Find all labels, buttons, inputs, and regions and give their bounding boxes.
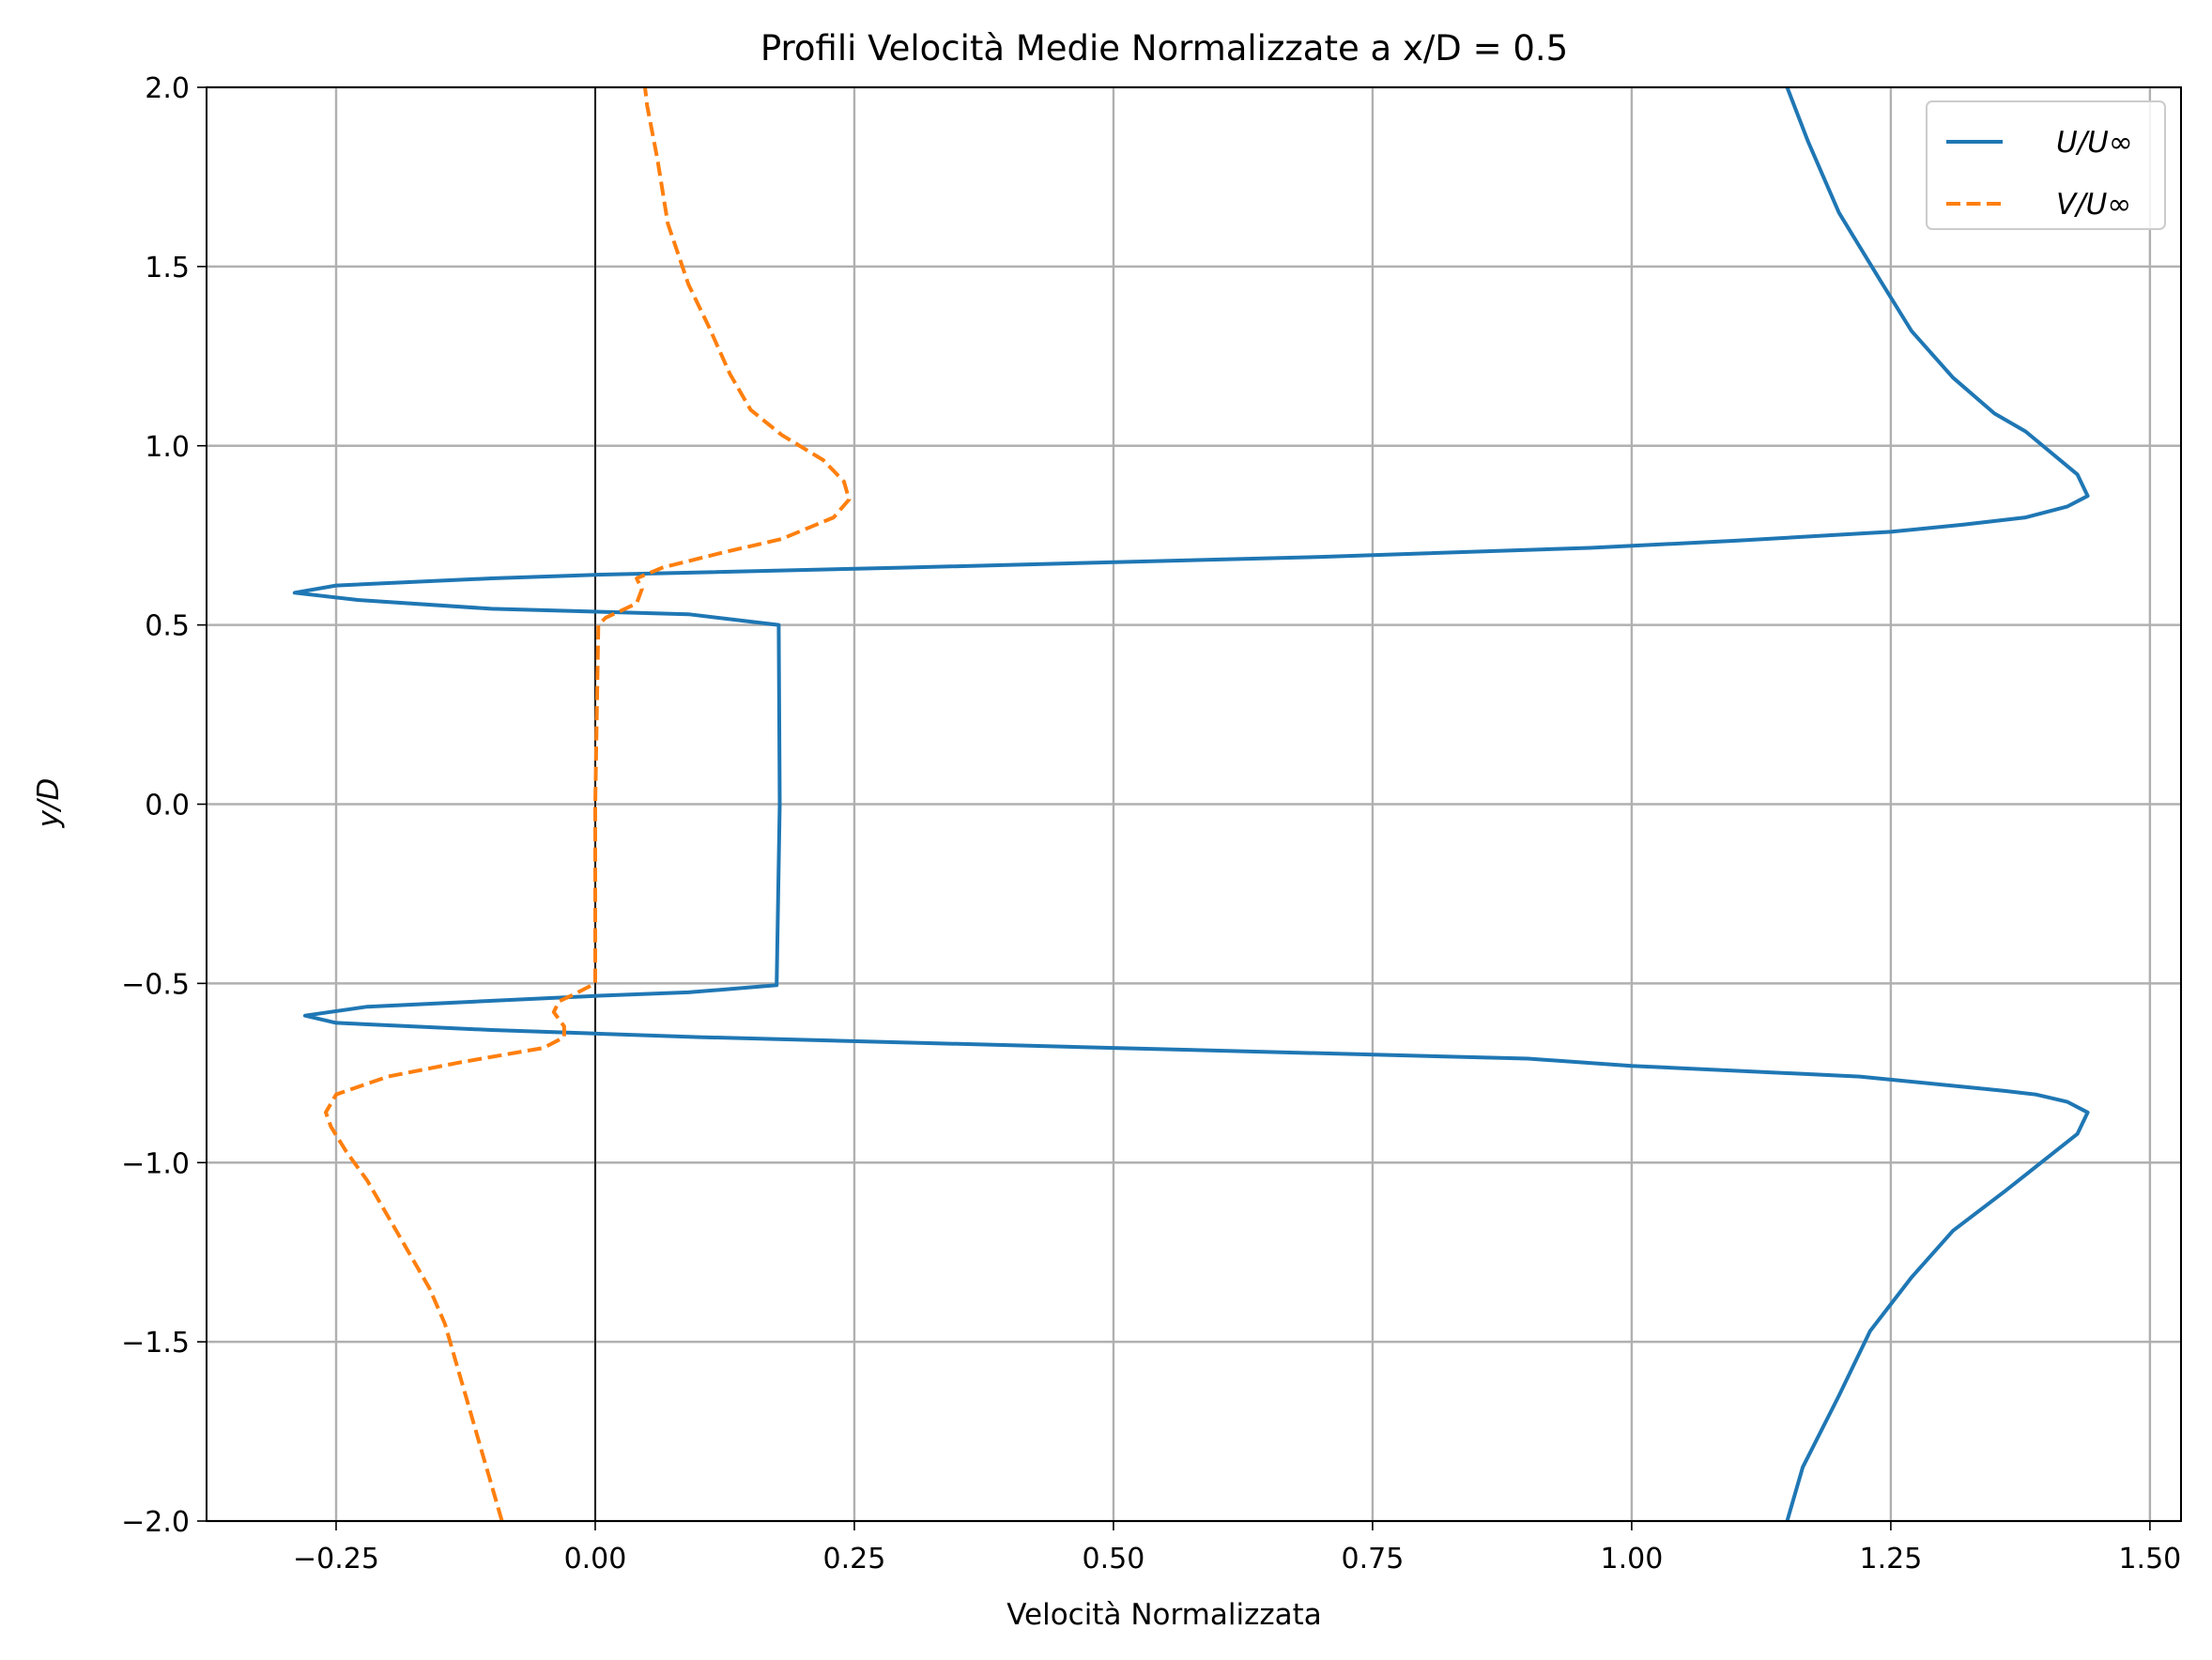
legend-label-2: V/U∞ [2056, 188, 2131, 222]
y-tick-label: 0.0 [145, 790, 190, 822]
y-tick-label: −2.0 [121, 1506, 190, 1539]
ticks-layer: −0.25 0.00 0.25 0.50 0.75 1.00 1.25 1.50 −2.0 −1.… [121, 72, 2181, 1575]
chart-title: Profili Velocità Medie Normalizzate a x/… [760, 28, 1568, 69]
x-tick-label: −0.25 [293, 1543, 379, 1575]
legend-label-1: U/U∞ [2056, 126, 2133, 160]
x-tick-label: 0.75 [1342, 1543, 1405, 1575]
x-tick-label: 0.50 [1083, 1543, 1145, 1575]
legend-box [1926, 100, 2166, 230]
legend: U/U∞ V/U∞ [1926, 100, 2166, 230]
series-layer [292, 86, 2090, 1522]
x-tick-label: 1.50 [2118, 1543, 2181, 1575]
x-tick-label: 0.25 [823, 1543, 886, 1575]
y-tick-label: 0.5 [145, 610, 190, 643]
y-axis-label: y/D [32, 778, 66, 829]
y-tick-label: −1.5 [121, 1327, 190, 1360]
y-tick-label: −0.5 [121, 968, 190, 1001]
y-tick-label: −1.0 [121, 1147, 190, 1180]
x-tick-label: 0.00 [564, 1543, 627, 1575]
y-tick-label: 1.0 [145, 431, 190, 464]
grid-layer [207, 85, 2181, 1523]
x-axis-label: Velocità Normalizzata [1006, 1598, 1322, 1632]
x-tick-label: 1.25 [1859, 1543, 1922, 1575]
series-line-1 [292, 86, 2090, 1522]
y-tick-label: 2.0 [145, 72, 190, 105]
y-tick-label: 1.5 [145, 252, 190, 284]
x-tick-label: 1.00 [1601, 1543, 1664, 1575]
